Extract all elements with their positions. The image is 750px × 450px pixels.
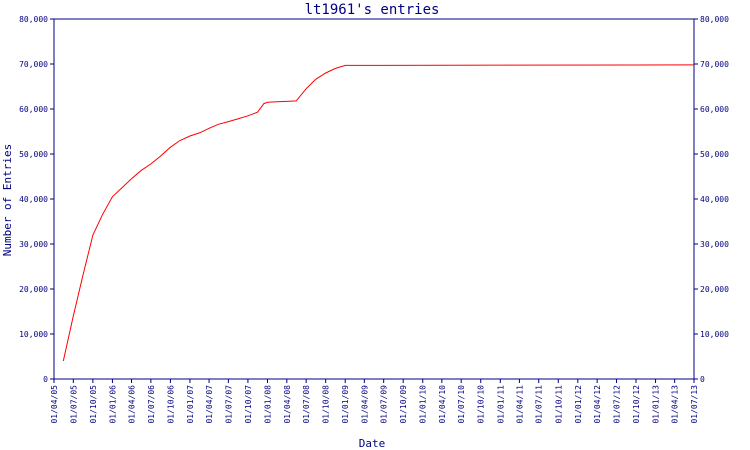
series <box>62 64 695 362</box>
x-tick-label: 01/10/11 <box>554 385 563 424</box>
y-tick-label-left: 30,000 <box>19 240 48 249</box>
y-tick-label-right: 0 <box>700 375 705 384</box>
y-tick-label-left: 60,000 <box>19 105 48 114</box>
x-tick-label: 01/04/07 <box>205 385 214 424</box>
series-line <box>62 64 695 362</box>
x-tick-label: 01/01/06 <box>108 385 117 424</box>
y-tick-label-right: 10,000 <box>700 330 729 339</box>
y-tick-label-left: 20,000 <box>19 285 48 294</box>
x-tick-label: 01/04/13 <box>671 385 680 424</box>
x-tick-label: 01/01/10 <box>419 385 428 424</box>
x-tick-label: 01/04/08 <box>283 385 292 424</box>
x-tick-label: 01/10/07 <box>244 385 253 424</box>
y-axis-label: Number of Entries <box>1 144 14 257</box>
y-tick-label-left: 50,000 <box>19 150 48 159</box>
y-axis-right: 0 10,000 20,000 30,000 40,000 50,000 60,000 70,… <box>694 15 729 384</box>
x-tick-label: 01/04/06 <box>128 385 137 424</box>
x-tick-label: 01/07/12 <box>612 385 621 424</box>
x-tick-label: 01/10/08 <box>322 385 331 424</box>
x-tick-label: 01/07/05 <box>69 385 78 424</box>
x-tick-label: 01/10/12 <box>632 385 641 424</box>
x-tick-label: 01/04/09 <box>360 385 369 424</box>
y-tick-label-left: 80,000 <box>19 15 48 24</box>
x-tick-label: 01/04/12 <box>593 385 602 424</box>
plot-frame <box>53 18 695 380</box>
x-tick-label: 01/07/11 <box>535 385 544 424</box>
y-tick-label-left: 0 <box>43 375 48 384</box>
y-axis-left: 0 10,000 20,000 30,000 40,000 50,000 60,000 70,… <box>19 15 54 384</box>
y-tick-label-left: 70,000 <box>19 60 48 69</box>
x-tick-label: 01/07/07 <box>224 385 233 424</box>
x-axis: 01/04/05 01/07/05 01/10/05 01/01/06 01/04/06… <box>50 379 699 424</box>
x-tick-label: 01/01/07 <box>186 385 195 424</box>
y-tick-label-right: 70,000 <box>700 60 729 69</box>
y-tick-label-right: 40,000 <box>700 195 729 204</box>
x-tick-label: 01/04/05 <box>50 385 59 424</box>
x-axis-label: Date <box>359 437 386 450</box>
x-tick-label: 01/01/08 <box>263 385 272 424</box>
x-tick-label: 01/07/06 <box>147 385 156 424</box>
y-tick-label-left: 40,000 <box>19 195 48 204</box>
x-tick-label: 01/10/06 <box>166 385 175 424</box>
x-tick-label: 01/01/13 <box>652 385 661 424</box>
x-tick-label: 01/10/09 <box>399 385 408 424</box>
x-tick-label: 01/04/11 <box>515 385 524 424</box>
y-tick-label-right: 20,000 <box>700 285 729 294</box>
x-tick-label: 01/04/10 <box>438 385 447 424</box>
x-tick-label: 01/07/10 <box>457 385 466 424</box>
x-tick-label: 01/01/12 <box>574 385 583 424</box>
x-tick-label: 01/07/13 <box>690 385 699 424</box>
y-tick-label-right: 30,000 <box>700 240 729 249</box>
y-tick-label-right: 60,000 <box>700 105 729 114</box>
x-tick-label: 01/01/11 <box>496 385 505 424</box>
y-tick-label-left: 10,000 <box>19 330 48 339</box>
y-tick-label-right: 80,000 <box>700 15 729 24</box>
x-tick-label: 01/10/05 <box>89 385 98 424</box>
chart-title: lt1961's entries <box>305 2 440 18</box>
x-tick-label: 01/07/08 <box>302 385 311 424</box>
y-tick-label-right: 50,000 <box>700 150 729 159</box>
x-tick-label: 01/01/09 <box>341 385 350 424</box>
x-tick-label: 01/07/09 <box>380 385 389 424</box>
x-tick-label: 01/10/10 <box>477 385 486 424</box>
